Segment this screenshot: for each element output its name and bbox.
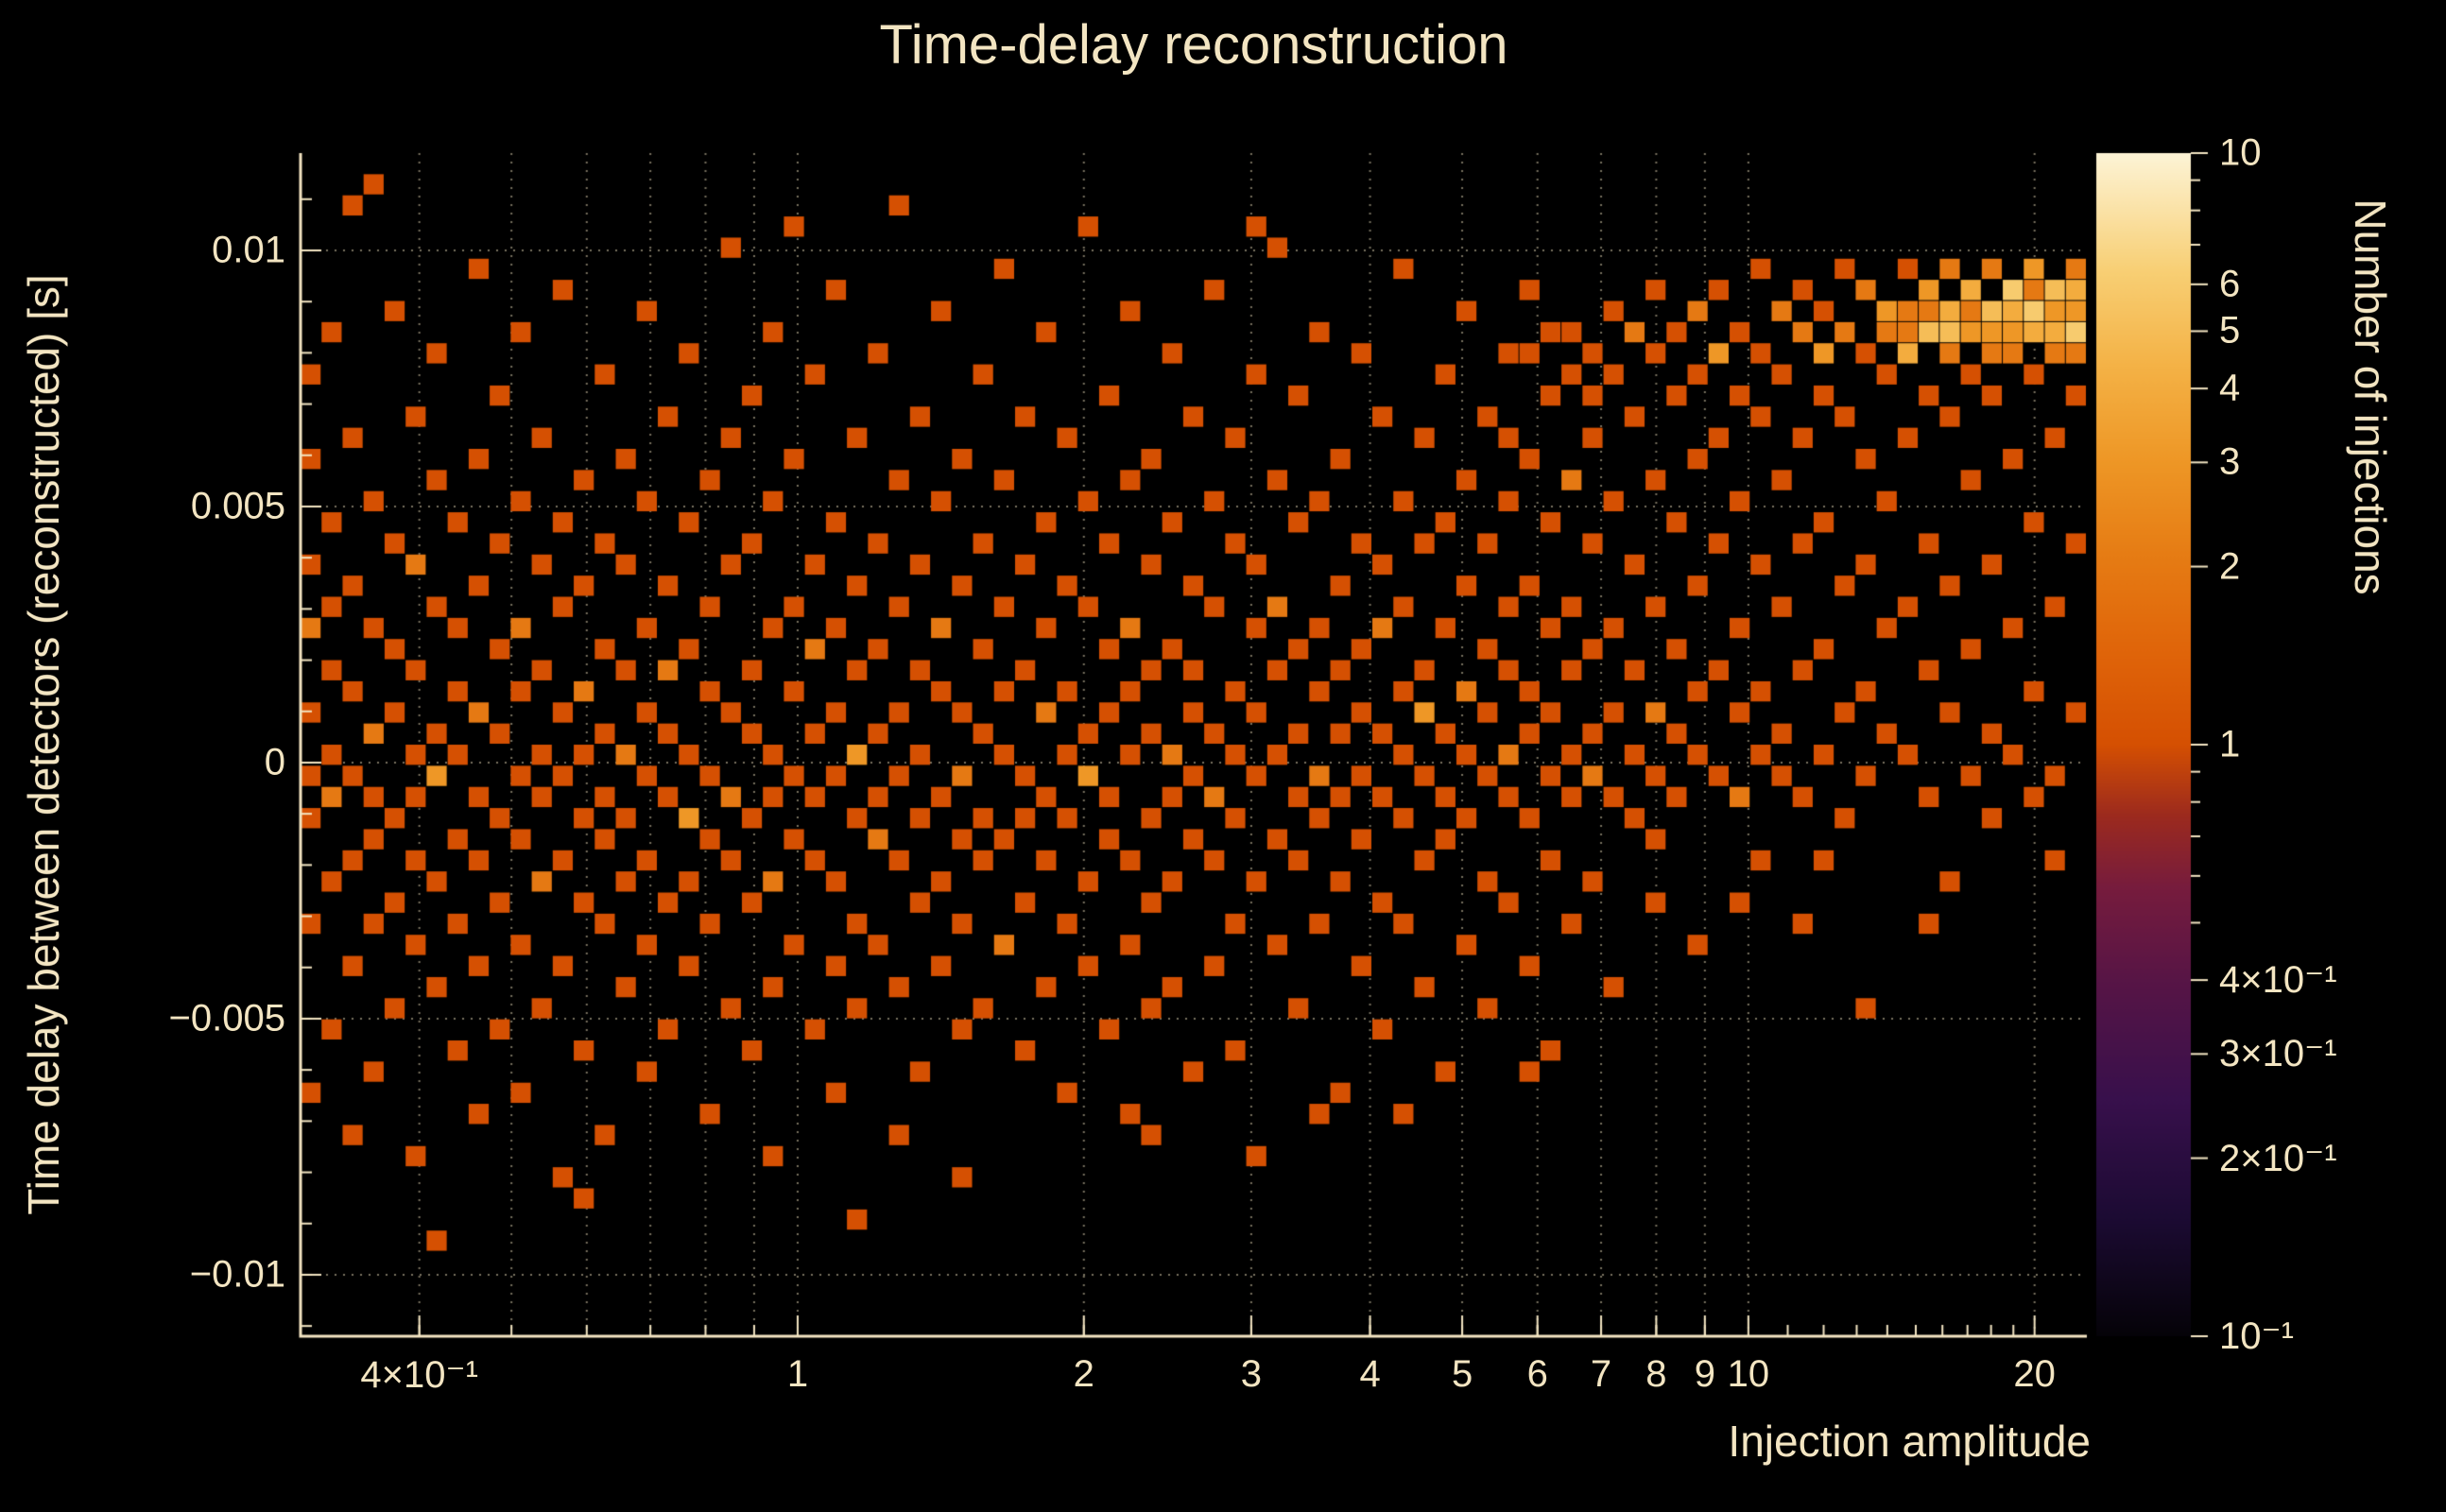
x-tick-label: 2 [1073, 1353, 1094, 1395]
x-tick-label: 1 [786, 1353, 809, 1395]
x-tick-label: 6 [1526, 1353, 1548, 1395]
z-tick-label: 10 [2219, 131, 2262, 174]
z-tick-label: 1 [2219, 723, 2241, 765]
z-tick-label: 3×10⁻¹ [2219, 1033, 2337, 1075]
z-tick-label: 3 [2219, 440, 2241, 483]
x-tick-label: 9 [1694, 1353, 1715, 1395]
y-axis-title: Time delay between detectors (reconstruc… [19, 274, 68, 1215]
x-tick-label: 4×10⁻¹ [360, 1354, 478, 1396]
z-tick-label: 6 [2219, 263, 2241, 305]
z-tick-label: 2×10⁻¹ [2219, 1137, 2337, 1179]
z-tick-label: 4×10⁻¹ [2219, 959, 2337, 1002]
chart-title: Time-delay reconstruction [879, 14, 1508, 76]
x-tick-label: 20 [2013, 1353, 2056, 1395]
x-tick-label: 10 [1727, 1353, 1770, 1395]
x-axis-title: Injection amplitude [1728, 1417, 2091, 1466]
y-tick-label: 0.005 [190, 485, 285, 527]
x-tick-label: 5 [1451, 1353, 1473, 1395]
colorbar-title: Number of injections [2346, 198, 2395, 595]
z-tick-label: 4 [2219, 367, 2241, 409]
z-tick-label: 5 [2219, 309, 2241, 352]
x-tick-label: 3 [1240, 1353, 1263, 1395]
x-tick-label: 7 [1590, 1353, 1612, 1395]
x-tick-label: 4 [1359, 1353, 1381, 1395]
z-tick-label: 2 [2219, 545, 2241, 588]
y-tick-label: −0.005 [168, 997, 285, 1040]
y-tick-label: 0 [264, 741, 285, 783]
x-tick-label: 8 [1645, 1353, 1667, 1395]
y-tick-label: −0.01 [189, 1253, 285, 1296]
z-tick-label: 10⁻¹ [2219, 1315, 2294, 1357]
y-tick-label: 0.01 [212, 229, 285, 271]
